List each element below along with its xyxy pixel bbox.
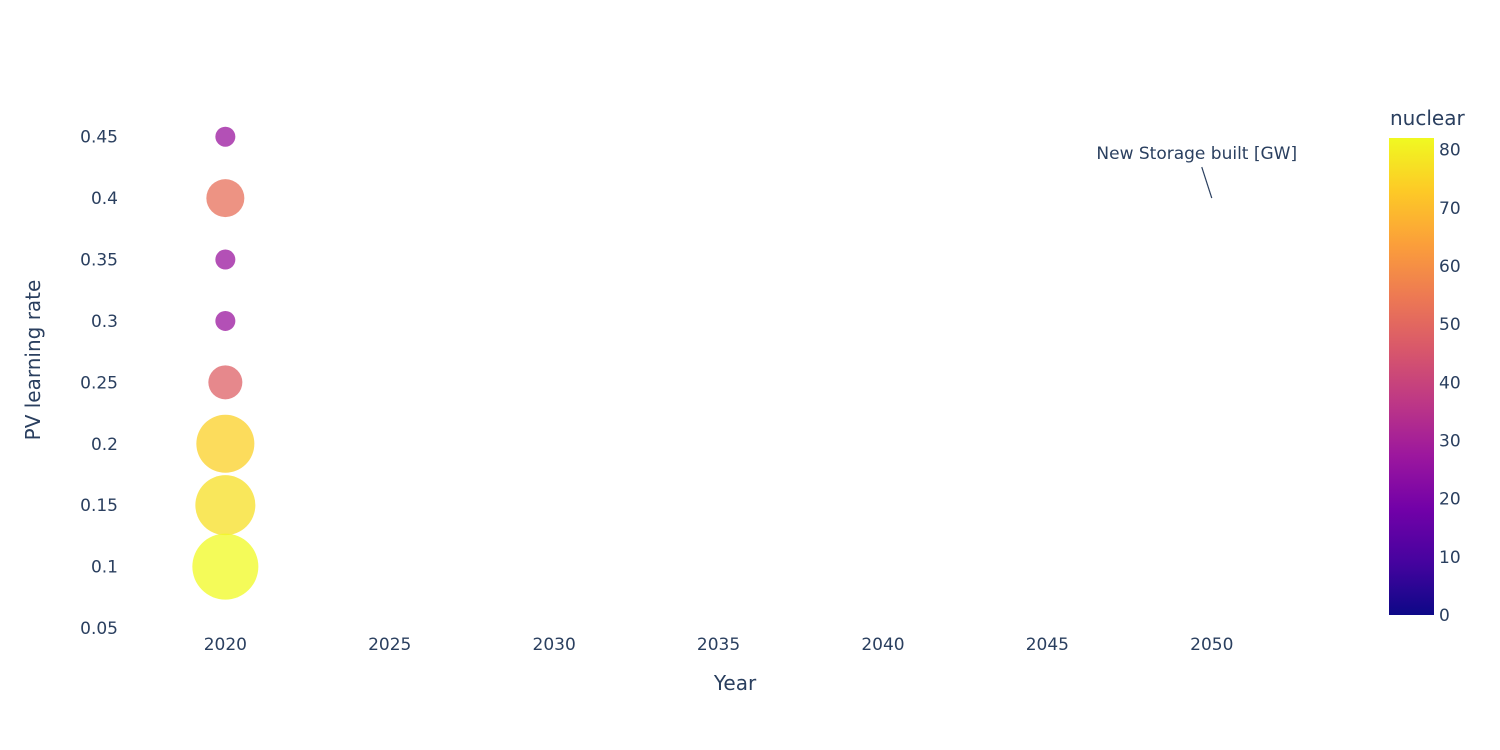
y-axis-title: PV learning rate bbox=[21, 280, 45, 441]
y-axis: 0.05 0.1 0.15 0.2 0.25 0.3 0.35 0.4 0.45 bbox=[80, 128, 118, 639]
annotation: New Storage built [GW] bbox=[1096, 144, 1297, 199]
colorbar-ticks: 0 10 20 30 40 50 60 70 80 bbox=[1439, 141, 1461, 626]
colorbar-title: nuclear bbox=[1390, 106, 1465, 130]
annotation-arrow bbox=[1201, 166, 1213, 199]
colorbar-tick-label: 30 bbox=[1439, 431, 1461, 451]
y-tick-label: 0.35 bbox=[80, 251, 118, 271]
x-tick-label: 2025 bbox=[368, 635, 411, 655]
bubble-point[interactable] bbox=[195, 475, 256, 536]
y-tick-label: 0.3 bbox=[91, 312, 118, 332]
bubble-point[interactable] bbox=[206, 179, 245, 218]
y-tick-label: 0.05 bbox=[80, 619, 118, 639]
x-tick-label: 2035 bbox=[697, 635, 740, 655]
bubble-point[interactable] bbox=[215, 126, 236, 147]
bubble-point[interactable] bbox=[196, 414, 255, 473]
colorbar-tick-label: 80 bbox=[1439, 141, 1461, 161]
colorbar: nuclear 0 10 20 30 40 50 60 70 80 bbox=[1389, 106, 1465, 626]
x-axis-title: Year bbox=[713, 671, 757, 695]
y-tick-label: 0.4 bbox=[91, 189, 118, 209]
y-tick-label: 0.45 bbox=[80, 128, 118, 148]
colorbar-tick-label: 10 bbox=[1439, 548, 1461, 568]
y-tick-label: 0.1 bbox=[91, 558, 118, 578]
colorbar-tick-label: 20 bbox=[1439, 490, 1461, 510]
x-tick-label: 2030 bbox=[533, 635, 576, 655]
plot-area bbox=[192, 126, 259, 600]
annotation-label: New Storage built [GW] bbox=[1096, 144, 1297, 164]
x-tick-label: 2020 bbox=[204, 635, 247, 655]
x-tick-label: 2045 bbox=[1026, 635, 1069, 655]
colorbar-gradient bbox=[1389, 138, 1434, 615]
colorbar-tick-label: 50 bbox=[1439, 315, 1461, 335]
bubble-point[interactable] bbox=[192, 533, 259, 600]
bubble-point[interactable] bbox=[215, 310, 236, 331]
y-tick-label: 0.2 bbox=[91, 435, 118, 455]
x-axis: 2020 2025 2030 2035 2040 2045 2050 bbox=[204, 635, 1234, 655]
colorbar-tick-label: 40 bbox=[1439, 373, 1461, 393]
colorbar-tick-label: 0 bbox=[1439, 606, 1450, 626]
bubble-point[interactable] bbox=[208, 365, 243, 400]
colorbar-tick-label: 60 bbox=[1439, 257, 1461, 277]
bubble-point[interactable] bbox=[215, 249, 236, 270]
y-tick-label: 0.25 bbox=[80, 373, 118, 393]
y-tick-label: 0.15 bbox=[80, 496, 118, 516]
colorbar-tick-label: 70 bbox=[1439, 199, 1461, 219]
x-tick-label: 2050 bbox=[1190, 635, 1233, 655]
x-tick-label: 2040 bbox=[861, 635, 904, 655]
